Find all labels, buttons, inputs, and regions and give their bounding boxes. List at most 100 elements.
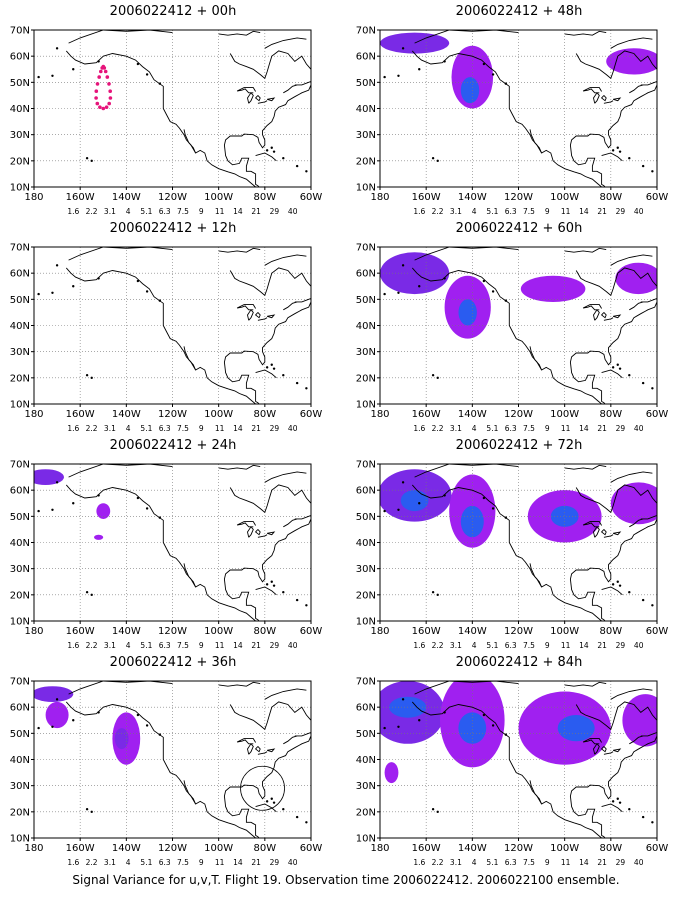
island [85, 808, 89, 811]
lon-tick-label: 60W [300, 409, 323, 420]
coastline [229, 484, 311, 514]
colorbar-label: 7.5 [177, 424, 189, 433]
colorbar-label: 40 [288, 641, 298, 650]
colorbar-label: 1.6 [67, 641, 79, 650]
island [55, 264, 59, 267]
colorbar-label: 29 [270, 424, 280, 433]
lon-tick-label: 100W [204, 192, 233, 203]
coastline [529, 129, 543, 154]
variance-region [45, 701, 69, 729]
colorbar-label: 14 [233, 207, 243, 216]
coastline [575, 267, 657, 297]
colorbar-label: 3.1 [450, 641, 462, 650]
lat-tick-label: 60N [356, 269, 376, 280]
colorbar-label: 7.5 [177, 207, 189, 216]
island [443, 711, 446, 714]
island [641, 381, 645, 385]
coastline [529, 563, 543, 588]
coastline [183, 346, 197, 371]
coastline [529, 346, 543, 371]
colorbar-label: 2.2 [86, 858, 98, 867]
lon-tick-label: 160W [412, 843, 441, 854]
coastline [294, 514, 311, 520]
coastline [264, 37, 307, 49]
island [97, 277, 100, 280]
island [628, 808, 631, 811]
map-plot-area [34, 30, 311, 187]
colorbar-label: 29 [270, 207, 280, 216]
coastline [266, 748, 276, 753]
colorbar-label: 4 [126, 641, 131, 650]
lon-tick-label: 120W [504, 626, 533, 637]
coastline [283, 735, 298, 745]
coastline [218, 247, 261, 253]
coastline [610, 688, 653, 700]
colorbar-label: 6.3 [159, 207, 171, 216]
lat-tick-label: 40N [356, 755, 376, 766]
coastline [229, 50, 311, 80]
lon-tick-label: 160W [66, 843, 95, 854]
coastline [257, 751, 268, 755]
island [97, 60, 100, 63]
panel-title: 2006022412 + 60h [455, 221, 583, 236]
coastline [218, 30, 261, 36]
coastline [640, 80, 657, 86]
island [305, 387, 308, 390]
coastline [603, 100, 614, 104]
lat-tick-label: 50N [10, 512, 30, 523]
coastline [223, 299, 311, 404]
coastline [601, 152, 623, 162]
island [270, 363, 273, 366]
observation-marker [100, 66, 104, 70]
island [270, 146, 273, 149]
colorbar-label: 21 [597, 641, 607, 650]
colorbar-label: 11 [215, 858, 225, 867]
lon-tick-label: 180 [370, 409, 389, 420]
colorbar-label: 21 [251, 424, 261, 433]
colorbar-label: 40 [288, 207, 298, 216]
island [272, 801, 276, 804]
island [85, 374, 89, 377]
island [397, 291, 400, 294]
observation-marker [94, 96, 98, 100]
lat-tick-label: 70N [10, 677, 30, 688]
island [270, 797, 273, 800]
variance-region [610, 482, 657, 525]
coastline [68, 30, 173, 44]
coastline [629, 518, 644, 528]
lon-tick-label: 180 [24, 409, 43, 420]
lat-tick-label: 70N [356, 460, 376, 471]
colorbar-label: 9 [199, 424, 204, 433]
coastline [582, 738, 602, 745]
observation-marker [94, 89, 99, 93]
colorbar-label: 6.3 [159, 424, 171, 433]
coastline [229, 267, 311, 297]
colorbar-label: 40 [634, 207, 644, 216]
island [491, 724, 495, 727]
lon-tick-label: 80W [600, 843, 623, 854]
lat-tick-label: 40N [10, 538, 30, 549]
colorbar-label: 11 [561, 641, 571, 650]
lat-tick-label: 50N [10, 78, 30, 89]
lat-tick-label: 70N [356, 677, 376, 688]
lat-tick-label: 20N [356, 807, 376, 818]
lon-tick-label: 80W [254, 409, 277, 420]
coastline [254, 95, 261, 102]
coastline [283, 301, 298, 311]
island [443, 494, 446, 497]
map-plot-area [34, 464, 311, 621]
island [282, 808, 285, 811]
lat-tick-label: 40N [10, 755, 30, 766]
coastline [229, 701, 311, 731]
variance-region [550, 505, 579, 527]
lat-tick-label: 50N [356, 729, 376, 740]
map-panel-p24: 2006022412 + 24h 70N 60N 50N 40N 30N 20N 10N 180… [0, 434, 346, 651]
coastline [264, 471, 307, 483]
lon-tick-label: 160W [66, 192, 95, 203]
coastline [411, 484, 602, 621]
coastline [283, 518, 298, 528]
colorbar-label: 1.6 [413, 424, 425, 433]
